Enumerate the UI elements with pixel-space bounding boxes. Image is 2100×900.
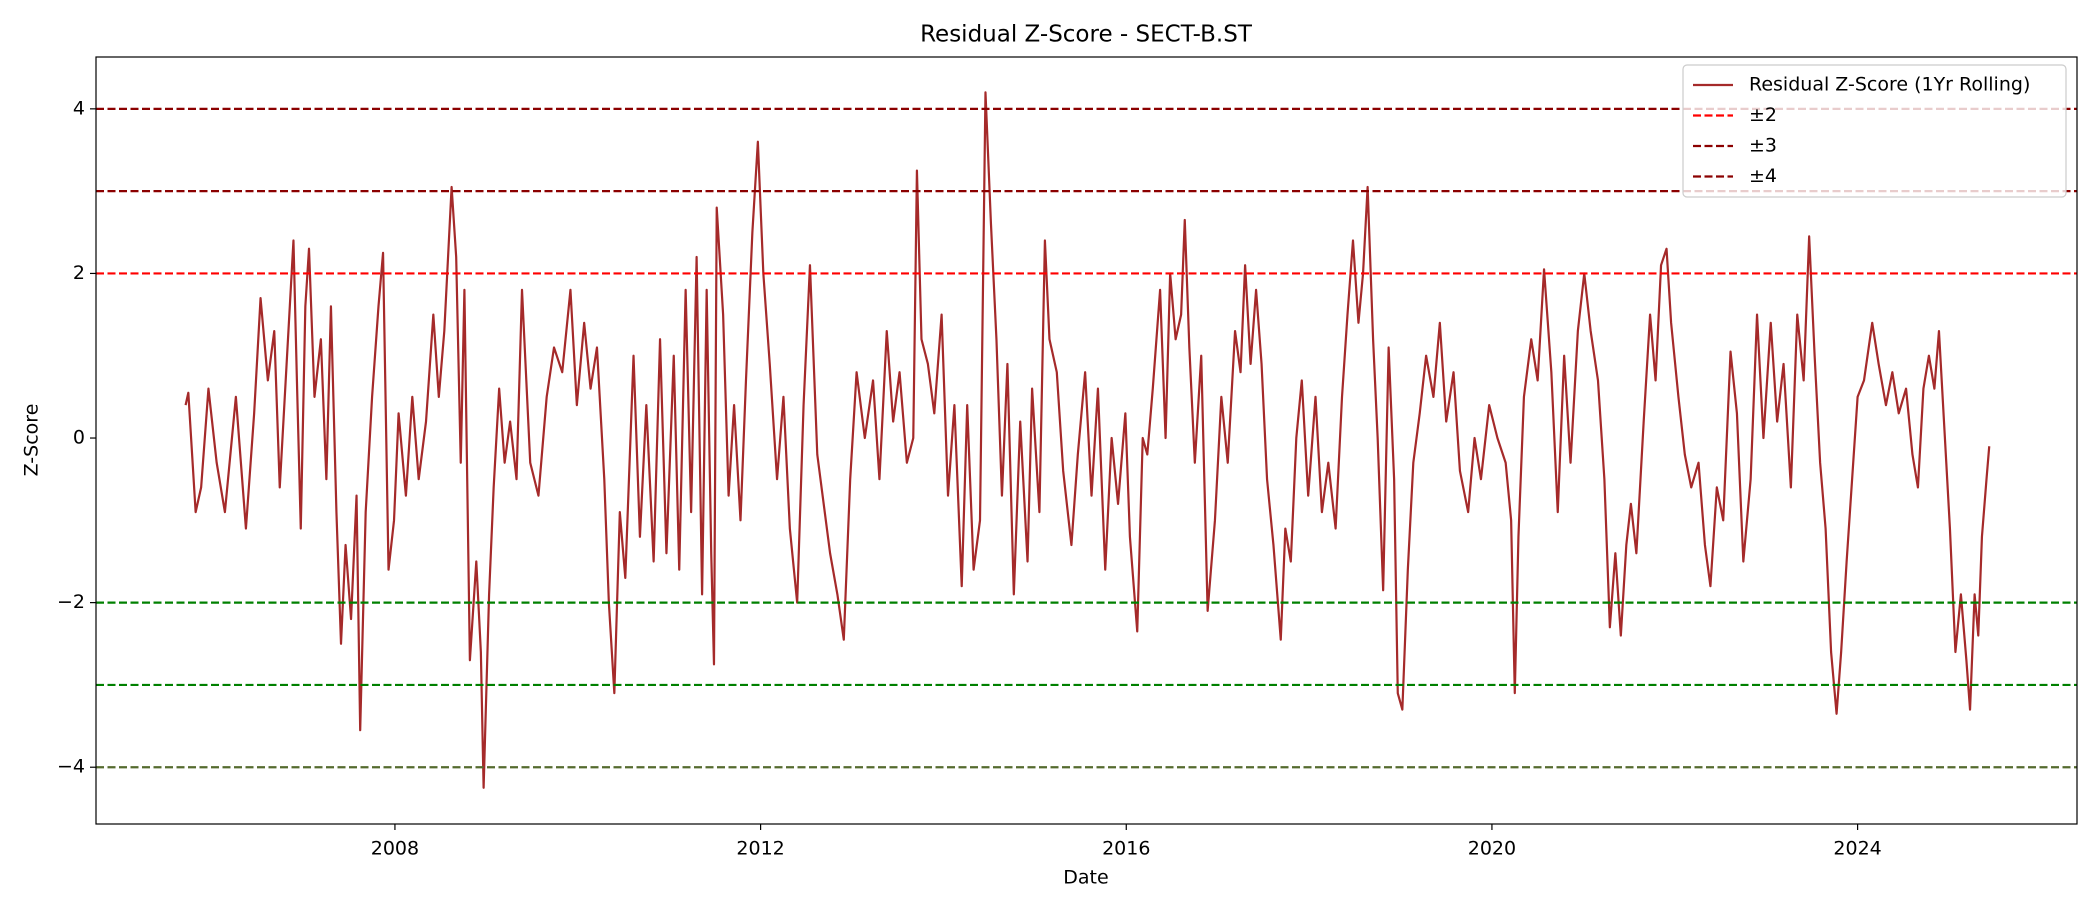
x-tick-label: 2020 <box>1468 838 1516 860</box>
legend-label: Residual Z-Score (1Yr Rolling) <box>1749 74 2030 96</box>
legend-label: ±2 <box>1749 104 1777 126</box>
plot-frame <box>95 56 2078 825</box>
legend-label: ±4 <box>1749 165 1777 187</box>
legend-label: ±3 <box>1749 135 1777 157</box>
x-tick-label: 2008 <box>371 838 419 860</box>
x-axis-label: Date <box>1063 867 1108 889</box>
chart-title: Residual Z-Score - SECT-B.ST <box>920 22 1253 48</box>
y-tick-label: −4 <box>57 756 85 778</box>
x-tick-label: 2016 <box>1102 838 1150 860</box>
series-line <box>184 91 1991 789</box>
y-tick-label: −2 <box>57 591 85 613</box>
y-tick-label: 4 <box>73 97 85 119</box>
y-tick-label: 0 <box>73 427 85 449</box>
x-tick-label: 2012 <box>736 838 784 860</box>
legend-frame <box>1682 64 2067 198</box>
y-tick-label: 2 <box>73 262 85 284</box>
x-tick-label: 2024 <box>1833 838 1881 860</box>
y-axis-label: Z-Score <box>21 404 43 477</box>
